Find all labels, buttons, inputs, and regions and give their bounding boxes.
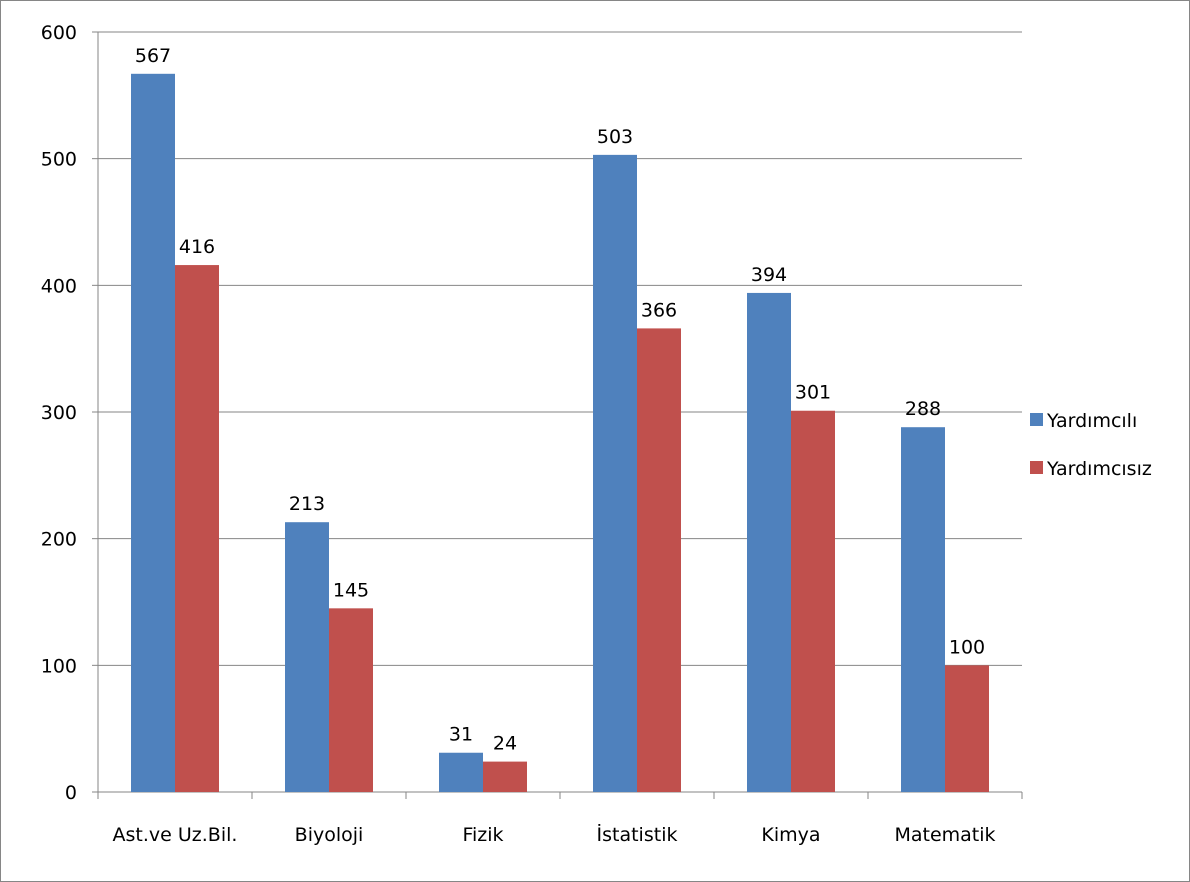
axes: 0 100 200 300 400 500 600 Ast.ve Uz.Bil. Biyoloj… <box>41 22 1023 846</box>
bar-yardimcisiz <box>329 608 373 792</box>
bar-yardimcili <box>901 427 945 792</box>
data-label: 145 <box>333 579 369 601</box>
data-label: 288 <box>905 398 941 420</box>
data-label: 394 <box>751 264 787 286</box>
x-category-label: Kimya <box>761 824 820 846</box>
legend-label: Yardımcılı <box>1046 410 1137 432</box>
bar-yardimcili <box>747 292 791 792</box>
data-label: 567 <box>135 45 171 67</box>
x-category-label: Fizik <box>462 824 503 846</box>
data-label: 301 <box>795 382 831 404</box>
gridlines <box>98 31 1022 666</box>
legend-label: Yardımcısız <box>1046 458 1152 480</box>
bar-yardimcili <box>593 154 637 792</box>
x-category-label: İstatistik <box>597 823 678 846</box>
data-label: 100 <box>949 636 985 658</box>
x-category-label: Ast.ve Uz.Bil. <box>113 824 238 846</box>
y-tick-label: 200 <box>41 529 77 551</box>
y-tick-label: 400 <box>41 275 77 297</box>
bar-yardimcili <box>285 522 329 792</box>
data-label: 503 <box>597 126 633 148</box>
bar-yardimcili <box>131 73 175 793</box>
bar-yardimcisiz <box>945 665 989 792</box>
bar-yardimcisiz <box>483 761 527 792</box>
data-labels: 567 416 213 145 31 24 503 366 394 301 288 100 <box>135 45 985 755</box>
data-label: 366 <box>641 299 677 321</box>
y-tick-label: 600 <box>41 22 77 44</box>
y-tick-label: 300 <box>41 402 77 424</box>
legend-swatch <box>1030 413 1043 426</box>
data-label: 213 <box>289 493 325 515</box>
x-category-label: Biyoloji <box>295 824 364 846</box>
legend: Yardımcılı Yardımcısız <box>1030 410 1152 480</box>
y-tick-label: 0 <box>65 782 77 804</box>
data-label: 31 <box>449 724 473 746</box>
y-tick-label: 500 <box>41 149 77 171</box>
y-tick-label: 100 <box>41 655 77 677</box>
legend-swatch <box>1030 461 1043 474</box>
bar-yardimcili <box>439 752 483 792</box>
data-label: 416 <box>179 236 215 258</box>
data-label: 24 <box>493 733 517 755</box>
x-category-label: Matematik <box>894 824 995 846</box>
bars <box>131 73 989 793</box>
bar-yardimcisiz <box>175 265 219 793</box>
bar-yardimcisiz <box>791 410 835 792</box>
bar-yardimcisiz <box>637 328 681 792</box>
